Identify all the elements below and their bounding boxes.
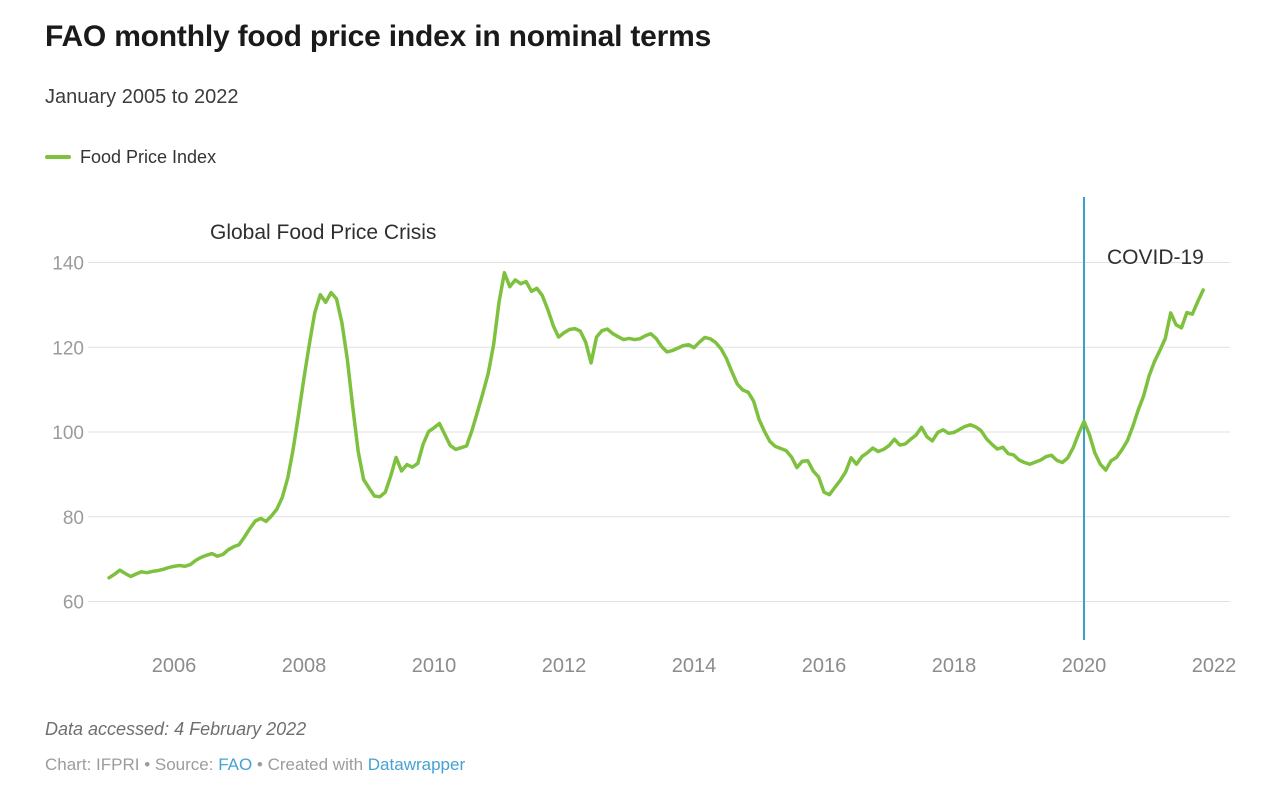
page-title: FAO monthly food price index in nominal … bbox=[45, 20, 712, 53]
price-line bbox=[107, 270, 1205, 580]
y-tick-label: 100 bbox=[52, 423, 84, 444]
y-tick-label: 60 bbox=[63, 593, 84, 614]
datawrapper-link[interactable]: Datawrapper bbox=[367, 755, 466, 774]
x-tick-label: 2014 bbox=[672, 655, 717, 677]
legend-label: Food Price Index bbox=[80, 146, 217, 167]
chart-credit: Chart: IFPRI bbox=[45, 755, 140, 774]
source-link[interactable]: FAO bbox=[218, 755, 253, 774]
y-tick-label: 120 bbox=[52, 338, 84, 359]
x-tick-label: 2022 bbox=[1192, 655, 1237, 677]
source-label: Source: bbox=[154, 755, 219, 774]
data-accessed-note: Data accessed: 4 February 2022 bbox=[45, 719, 307, 739]
byline-separator: • bbox=[139, 755, 155, 774]
annotation-covid-19: COVID-19 bbox=[1107, 246, 1204, 269]
legend: Food Price Index bbox=[45, 146, 216, 168]
x-tick-label: 2008 bbox=[282, 655, 327, 677]
created-with-label: Created with bbox=[267, 755, 368, 774]
annotation-global-food-price-crisis: Global Food Price Crisis bbox=[210, 221, 437, 244]
y-tick-label: 80 bbox=[63, 508, 84, 529]
y-tick-label: 140 bbox=[52, 254, 84, 275]
byline: Chart: IFPRI • Source: FAO • Created wit… bbox=[45, 755, 465, 775]
x-tick-label: 2006 bbox=[152, 655, 197, 677]
x-tick-label: 2010 bbox=[412, 655, 457, 677]
x-tick-label: 2020 bbox=[1062, 655, 1107, 677]
chart-subtitle: January 2005 to 2022 bbox=[45, 86, 239, 108]
x-tick-label: 2016 bbox=[802, 655, 847, 677]
x-tick-label: 2012 bbox=[542, 655, 587, 677]
byline-separator-2: • bbox=[252, 755, 268, 774]
legend-line-swatch bbox=[45, 155, 71, 159]
x-tick-label: 2018 bbox=[932, 655, 977, 677]
